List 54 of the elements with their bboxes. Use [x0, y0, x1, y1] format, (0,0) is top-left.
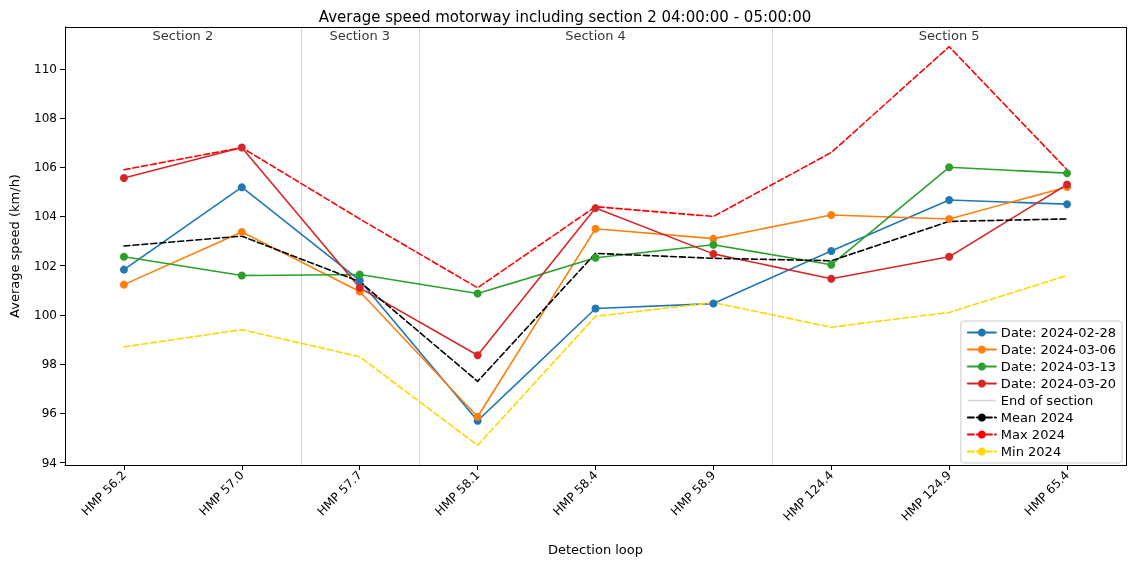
annotation: End of section: [1000, 393, 1094, 408]
legend-label: Min 2024: [1000, 444, 1062, 459]
point: [119, 265, 128, 274]
point: [473, 412, 482, 421]
annotation: Section 5: [918, 28, 980, 43]
point: [237, 183, 246, 192]
point: [945, 195, 954, 204]
annotation: Section 3: [329, 28, 391, 43]
point: [119, 280, 128, 289]
y-tick-label: 100: [34, 307, 57, 322]
legend-label: Max 2024: [1000, 427, 1065, 442]
legend-label: Date: 2024-02-28: [1000, 325, 1117, 340]
point: [827, 274, 836, 283]
point: [591, 204, 600, 213]
point: [591, 224, 600, 233]
point: [355, 283, 364, 292]
point: [473, 351, 482, 360]
point: [945, 252, 954, 261]
point: [119, 252, 128, 261]
y-tick-label: 102: [34, 258, 57, 273]
point: [119, 174, 128, 183]
y-tick-label: 104: [34, 209, 57, 224]
point: [237, 143, 246, 152]
point: [709, 240, 718, 249]
point: [827, 211, 836, 219]
legend-label: Date: 2024-03-13: [1000, 359, 1117, 374]
legend-label: Date: 2024-03-20: [1000, 376, 1117, 391]
y-tick-label: 110: [34, 61, 57, 76]
point: [237, 227, 246, 236]
y-tick-label: 106: [34, 160, 57, 175]
point: [1063, 169, 1072, 178]
point: [709, 249, 718, 258]
point: [827, 246, 836, 255]
point: [237, 271, 246, 280]
point: [709, 299, 718, 308]
point: [591, 253, 600, 262]
annotation: Section 4: [565, 28, 626, 43]
y-axis-title: Average speed (km/h): [7, 174, 22, 318]
point: [473, 289, 482, 298]
point: [827, 260, 836, 269]
annotation: Section 2: [152, 28, 214, 43]
point: [1063, 200, 1072, 209]
point: [945, 214, 954, 223]
y-tick-label: 108: [34, 111, 57, 126]
point: [945, 163, 954, 172]
point: [355, 270, 364, 279]
legend-label: Date: 2024-03-06: [1000, 342, 1117, 357]
x-axis-title: Detection loop: [547, 542, 644, 557]
y-tick-label: 96: [41, 406, 57, 421]
y-tick-label: 94: [41, 455, 57, 470]
y-tick-label: 98: [41, 357, 57, 372]
legend-label: Mean 2024: [1000, 410, 1074, 425]
chart-title: Average speed motorway including section 2 04:00:00 - 05:00:00: [318, 7, 812, 26]
point: [591, 304, 600, 313]
